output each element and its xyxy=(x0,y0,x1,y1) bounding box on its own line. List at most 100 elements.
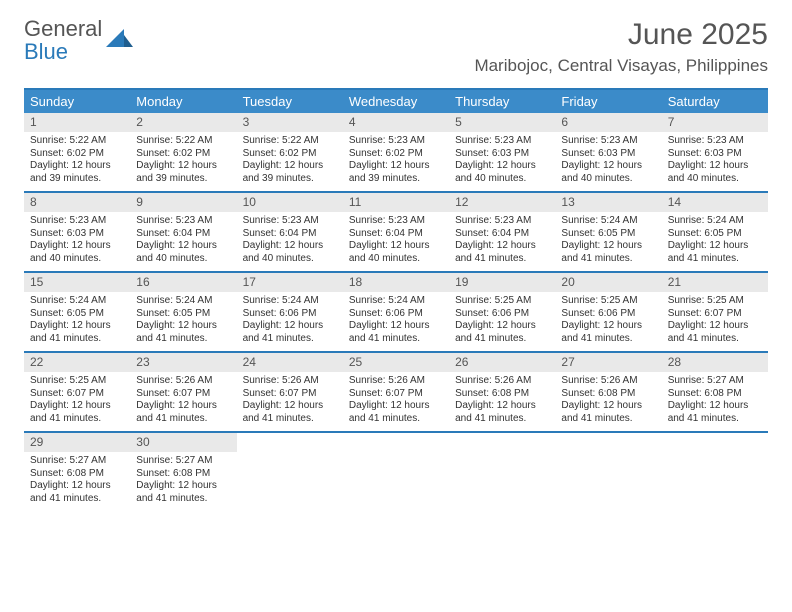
day-cell: 23Sunrise: 5:26 AMSunset: 6:07 PMDayligh… xyxy=(130,353,236,431)
day-number: 14 xyxy=(662,193,768,212)
day-number: 24 xyxy=(237,353,343,372)
day-cell: 6Sunrise: 5:23 AMSunset: 6:03 PMDaylight… xyxy=(555,113,661,191)
day-line: Sunset: 6:05 PM xyxy=(561,228,655,241)
day-line: and 41 minutes. xyxy=(136,413,230,426)
day-line: Daylight: 12 hours xyxy=(243,400,337,413)
day-text: Sunrise: 5:26 AMSunset: 6:08 PMDaylight:… xyxy=(555,372,661,431)
day-cell: 4Sunrise: 5:23 AMSunset: 6:02 PMDaylight… xyxy=(343,113,449,191)
day-line: Sunset: 6:06 PM xyxy=(561,308,655,321)
day-line: Daylight: 12 hours xyxy=(30,320,124,333)
day-line: Daylight: 12 hours xyxy=(668,400,762,413)
day-number: 6 xyxy=(555,113,661,132)
day-line: Sunset: 6:04 PM xyxy=(349,228,443,241)
day-cell: 8Sunrise: 5:23 AMSunset: 6:03 PMDaylight… xyxy=(24,193,130,271)
day-header-cell: Saturday xyxy=(662,90,768,113)
day-text: Sunrise: 5:24 AMSunset: 6:05 PMDaylight:… xyxy=(130,292,236,351)
day-cell xyxy=(343,433,449,511)
day-line: and 40 minutes. xyxy=(30,253,124,266)
day-text: Sunrise: 5:22 AMSunset: 6:02 PMDaylight:… xyxy=(237,132,343,191)
day-line: Sunset: 6:07 PM xyxy=(668,308,762,321)
day-line: and 41 minutes. xyxy=(561,333,655,346)
day-line: Sunset: 6:07 PM xyxy=(349,388,443,401)
day-number: 8 xyxy=(24,193,130,212)
day-number: 9 xyxy=(130,193,236,212)
day-cell: 20Sunrise: 5:25 AMSunset: 6:06 PMDayligh… xyxy=(555,273,661,351)
day-number: 17 xyxy=(237,273,343,292)
day-line: Sunrise: 5:24 AM xyxy=(30,295,124,308)
day-cell xyxy=(662,433,768,511)
day-line: Sunrise: 5:23 AM xyxy=(349,135,443,148)
day-line: Sunrise: 5:25 AM xyxy=(668,295,762,308)
day-text: Sunrise: 5:27 AMSunset: 6:08 PMDaylight:… xyxy=(662,372,768,431)
day-line: Daylight: 12 hours xyxy=(243,320,337,333)
day-text: Sunrise: 5:25 AMSunset: 6:06 PMDaylight:… xyxy=(555,292,661,351)
day-number: 12 xyxy=(449,193,555,212)
day-text: Sunrise: 5:23 AMSunset: 6:04 PMDaylight:… xyxy=(449,212,555,271)
day-line: and 39 minutes. xyxy=(349,173,443,186)
day-line: Sunrise: 5:23 AM xyxy=(349,215,443,228)
day-number: 5 xyxy=(449,113,555,132)
calendar: SundayMondayTuesdayWednesdayThursdayFrid… xyxy=(24,88,768,511)
day-line: Sunset: 6:02 PM xyxy=(243,148,337,161)
day-line: Daylight: 12 hours xyxy=(30,400,124,413)
day-line: Sunset: 6:04 PM xyxy=(136,228,230,241)
day-line: Daylight: 12 hours xyxy=(30,480,124,493)
day-line: and 39 minutes. xyxy=(243,173,337,186)
day-line: Sunrise: 5:22 AM xyxy=(243,135,337,148)
day-cell: 30Sunrise: 5:27 AMSunset: 6:08 PMDayligh… xyxy=(130,433,236,511)
day-cell: 29Sunrise: 5:27 AMSunset: 6:08 PMDayligh… xyxy=(24,433,130,511)
day-line: Daylight: 12 hours xyxy=(561,160,655,173)
day-line: Sunset: 6:05 PM xyxy=(30,308,124,321)
day-line: and 41 minutes. xyxy=(30,333,124,346)
day-header-cell: Friday xyxy=(555,90,661,113)
day-text: Sunrise: 5:24 AMSunset: 6:06 PMDaylight:… xyxy=(237,292,343,351)
day-line: Sunset: 6:02 PM xyxy=(136,148,230,161)
day-line: Sunset: 6:06 PM xyxy=(243,308,337,321)
day-line: and 41 minutes. xyxy=(30,413,124,426)
day-line: Sunset: 6:08 PM xyxy=(668,388,762,401)
day-cell: 18Sunrise: 5:24 AMSunset: 6:06 PMDayligh… xyxy=(343,273,449,351)
day-line: Sunrise: 5:23 AM xyxy=(668,135,762,148)
header: General Blue June 2025 Maribojoc, Centra… xyxy=(24,18,768,76)
day-line: Sunset: 6:07 PM xyxy=(136,388,230,401)
week-row: 1Sunrise: 5:22 AMSunset: 6:02 PMDaylight… xyxy=(24,113,768,193)
day-line: and 41 minutes. xyxy=(668,333,762,346)
day-line: Daylight: 12 hours xyxy=(455,400,549,413)
day-cell: 26Sunrise: 5:26 AMSunset: 6:08 PMDayligh… xyxy=(449,353,555,431)
day-text: Sunrise: 5:26 AMSunset: 6:07 PMDaylight:… xyxy=(237,372,343,431)
day-number: 11 xyxy=(343,193,449,212)
weeks-container: 1Sunrise: 5:22 AMSunset: 6:02 PMDaylight… xyxy=(24,113,768,511)
day-line: Sunset: 6:05 PM xyxy=(668,228,762,241)
day-line: Sunset: 6:08 PM xyxy=(561,388,655,401)
day-text: Sunrise: 5:23 AMSunset: 6:03 PMDaylight:… xyxy=(449,132,555,191)
day-line: Sunrise: 5:24 AM xyxy=(668,215,762,228)
day-line: Sunrise: 5:27 AM xyxy=(136,455,230,468)
day-line: Daylight: 12 hours xyxy=(561,400,655,413)
day-line: Sunrise: 5:23 AM xyxy=(455,215,549,228)
day-text: Sunrise: 5:22 AMSunset: 6:02 PMDaylight:… xyxy=(130,132,236,191)
day-cell: 2Sunrise: 5:22 AMSunset: 6:02 PMDaylight… xyxy=(130,113,236,191)
day-line: and 40 minutes. xyxy=(136,253,230,266)
day-line: and 41 minutes. xyxy=(668,413,762,426)
day-text: Sunrise: 5:24 AMSunset: 6:05 PMDaylight:… xyxy=(555,212,661,271)
day-line: Sunrise: 5:22 AM xyxy=(30,135,124,148)
day-cell xyxy=(449,433,555,511)
day-cell: 21Sunrise: 5:25 AMSunset: 6:07 PMDayligh… xyxy=(662,273,768,351)
day-line: Sunrise: 5:25 AM xyxy=(561,295,655,308)
day-number: 20 xyxy=(555,273,661,292)
day-number: 4 xyxy=(343,113,449,132)
day-line: Daylight: 12 hours xyxy=(136,240,230,253)
day-number: 13 xyxy=(555,193,661,212)
day-text: Sunrise: 5:26 AMSunset: 6:07 PMDaylight:… xyxy=(130,372,236,431)
day-text: Sunrise: 5:27 AMSunset: 6:08 PMDaylight:… xyxy=(24,452,130,511)
day-number: 19 xyxy=(449,273,555,292)
day-number: 10 xyxy=(237,193,343,212)
day-line: Sunset: 6:08 PM xyxy=(30,468,124,481)
day-line: Daylight: 12 hours xyxy=(30,240,124,253)
day-number: 29 xyxy=(24,433,130,452)
day-number: 25 xyxy=(343,353,449,372)
day-number: 27 xyxy=(555,353,661,372)
day-number: 21 xyxy=(662,273,768,292)
day-line: Daylight: 12 hours xyxy=(243,160,337,173)
day-cell: 24Sunrise: 5:26 AMSunset: 6:07 PMDayligh… xyxy=(237,353,343,431)
